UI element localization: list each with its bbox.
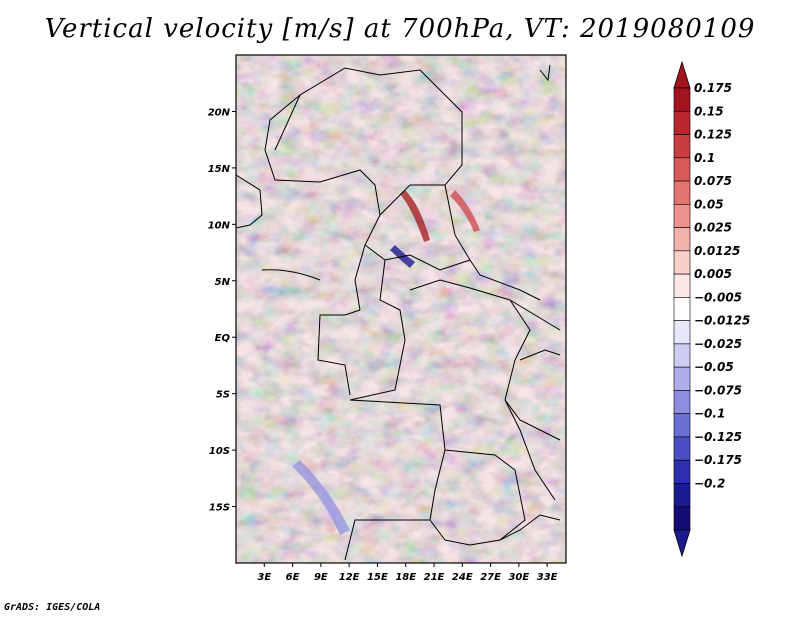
colorbar-swatch [673, 180, 691, 205]
colorbar-swatch [673, 87, 691, 112]
lat-tick-label: 15S [209, 503, 230, 514]
colorbar-label: −0.0125 [694, 314, 750, 328]
lon-tick-label: 18E [395, 572, 416, 583]
colorbar-label: −0.2 [694, 476, 725, 490]
lat-tick-label: 15N [208, 164, 231, 175]
colorbar-swatch [673, 366, 691, 391]
lon-tick-label: 9E [314, 572, 328, 583]
lat-tick-label: 5N [215, 277, 231, 288]
colorbar-bottom-cap [673, 529, 691, 558]
colorbar-swatch [673, 204, 691, 228]
colorbar-swatch [673, 273, 691, 298]
colorbar-label: 0.1 [694, 151, 715, 165]
colorbar-top-cap [673, 60, 691, 89]
page-title: Vertical velocity [m/s] at 700hPa, VT: 2… [44, 14, 756, 44]
colorbar-label: 0.0125 [694, 244, 740, 258]
lon-tick-label: 6E [286, 572, 300, 583]
colorbar-label: −0.005 [694, 290, 742, 304]
colorbar-swatch [673, 134, 691, 159]
colorbar-label: −0.05 [694, 360, 734, 374]
colorbar-swatch [673, 250, 691, 275]
latitude-axis: 20N 15N 10N 5N EQ 5S 10S 15S [208, 107, 236, 514]
colorbar-swatch [673, 343, 691, 368]
lon-tick-label: 21E [424, 572, 445, 583]
country-borders [235, 64, 561, 561]
lat-tick-label: 10N [208, 220, 231, 231]
map-frame [235, 54, 567, 564]
colorbar-label: 0.05 [694, 197, 724, 211]
colorbar-swatch [673, 157, 691, 182]
lat-tick-label: 20N [208, 107, 231, 118]
colorbar-label: 0.125 [694, 128, 732, 142]
colorbar-swatch [673, 110, 691, 135]
longitude-axis: 3E 6E 9E 12E 15E 18E 21E 24E 27E 30E 33E [257, 563, 558, 583]
lat-tick-label: EQ [215, 333, 231, 344]
lon-tick-label: 15E [367, 572, 388, 583]
colorbar-label: −0.175 [694, 453, 742, 467]
colorbar-swatch [673, 436, 691, 461]
lon-tick-label: 3E [257, 572, 271, 583]
lon-tick-label: 27E [480, 572, 501, 583]
colorbar-label: 0.175 [694, 81, 732, 95]
colorbar-label: 0.025 [694, 221, 732, 235]
colorbar-swatch [673, 390, 691, 414]
lat-tick-label: 5S [216, 390, 230, 401]
colorbar-label: 0.075 [694, 174, 732, 188]
lon-tick-label: 24E [452, 572, 473, 583]
colorbar-swatch [673, 413, 691, 438]
colorbar: 0.175 0.15 0.125 0.1 0.075 0.05 0.025 0.0125 0.0… [673, 60, 750, 558]
colorbar-label: 0.005 [694, 267, 732, 281]
colorbar-swatch [673, 320, 691, 345]
lon-tick-label: 30E [508, 572, 529, 583]
velocity-field [236, 55, 566, 563]
colorbar-swatch [673, 227, 691, 252]
colorbar-label: −0.125 [694, 430, 742, 444]
colorbar-swatch [673, 506, 691, 531]
colorbar-label: −0.1 [694, 407, 725, 421]
lon-tick-label: 12E [339, 572, 360, 583]
colorbar-label: −0.025 [694, 337, 742, 351]
colorbar-swatch [673, 297, 691, 321]
colorbar-swatch [673, 459, 691, 484]
colorbar-label: −0.075 [694, 383, 742, 397]
lat-tick-label: 10S [209, 446, 230, 457]
colorbar-label: 0.15 [694, 104, 724, 118]
colorbar-swatch [673, 483, 691, 508]
lon-tick-label: 33E [537, 572, 558, 583]
footer-credit: GrADS: IGES/COLA [4, 602, 101, 613]
